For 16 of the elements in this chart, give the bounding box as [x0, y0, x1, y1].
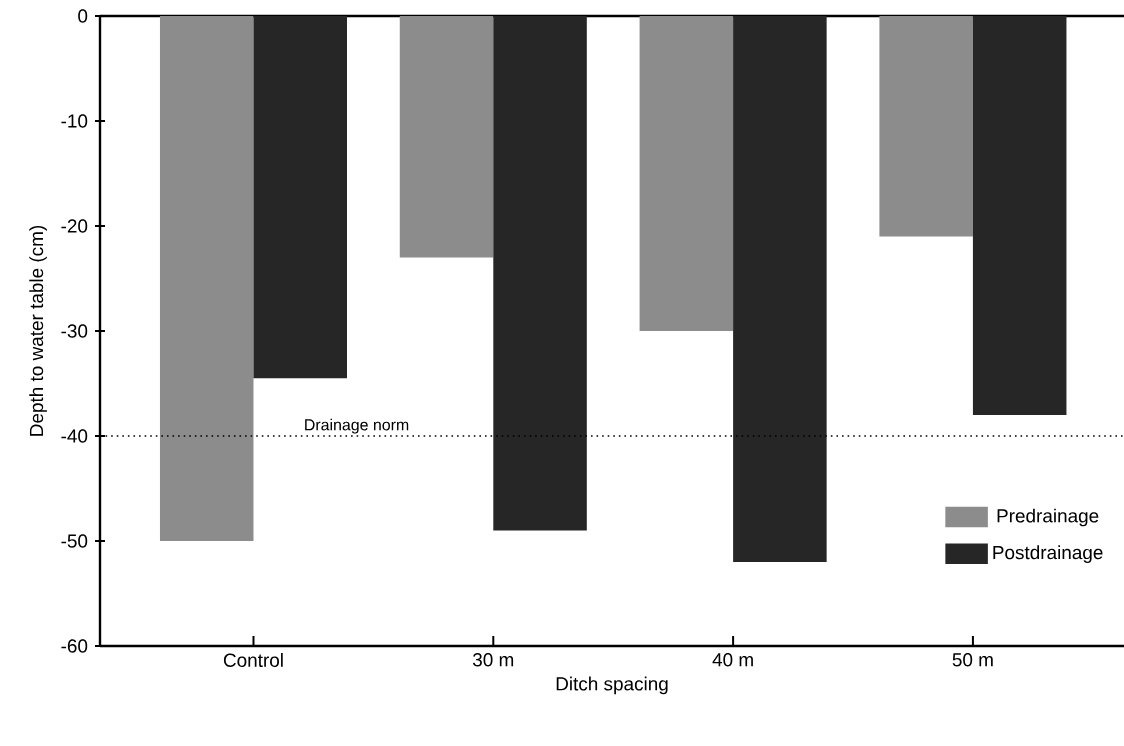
x-tick-label: 40 m [712, 653, 753, 667]
y-tick-label: -30 [61, 324, 88, 338]
y-axis-title: Depth to water table (cm) [29, 225, 47, 436]
ref-line-label: Drainage norm [305, 418, 409, 434]
x-tick-label: 30 m [472, 653, 514, 667]
x-tick-label: 50 m [952, 653, 993, 667]
x-axis-title: Ditch spacing [556, 676, 668, 695]
y-tick-label: -40 [61, 429, 88, 443]
legend-label: Postdrainage [993, 545, 1103, 563]
x-tick-label: Control [223, 653, 283, 667]
y-tick-label: -60 [61, 639, 88, 653]
y-tick-label: -10 [61, 114, 88, 128]
legend-label: Predrainage [997, 508, 1099, 527]
y-tick-label: -50 [61, 534, 88, 548]
y-tick-label: -20 [61, 219, 88, 233]
y-tick-label: 0 [78, 9, 88, 23]
